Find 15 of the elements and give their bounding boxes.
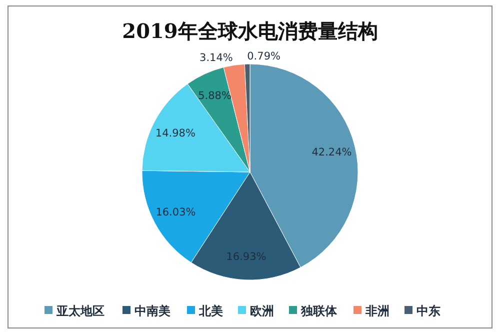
legend-label: 独联体 — [300, 304, 338, 318]
legend-label: 中东 — [416, 304, 440, 318]
data-label: 16.93% — [226, 250, 266, 263]
chart-title: 2019年全球水电消费量结构 — [122, 19, 378, 43]
legend-label: 欧洲 — [250, 304, 274, 318]
legend-label: 中南美 — [134, 304, 170, 318]
data-label: 42.24% — [312, 146, 352, 158]
legend-label: 非洲 — [364, 304, 390, 318]
data-label: 16.03% — [156, 206, 196, 218]
data-label: 5.88% — [198, 90, 232, 102]
legend-label: 亚太地区 — [56, 304, 104, 318]
legend-label: 北美 — [198, 304, 223, 318]
data-label: 3.14% — [200, 52, 233, 64]
data-label: 14.98% — [155, 128, 196, 140]
data-label: 0.79% — [247, 50, 280, 63]
